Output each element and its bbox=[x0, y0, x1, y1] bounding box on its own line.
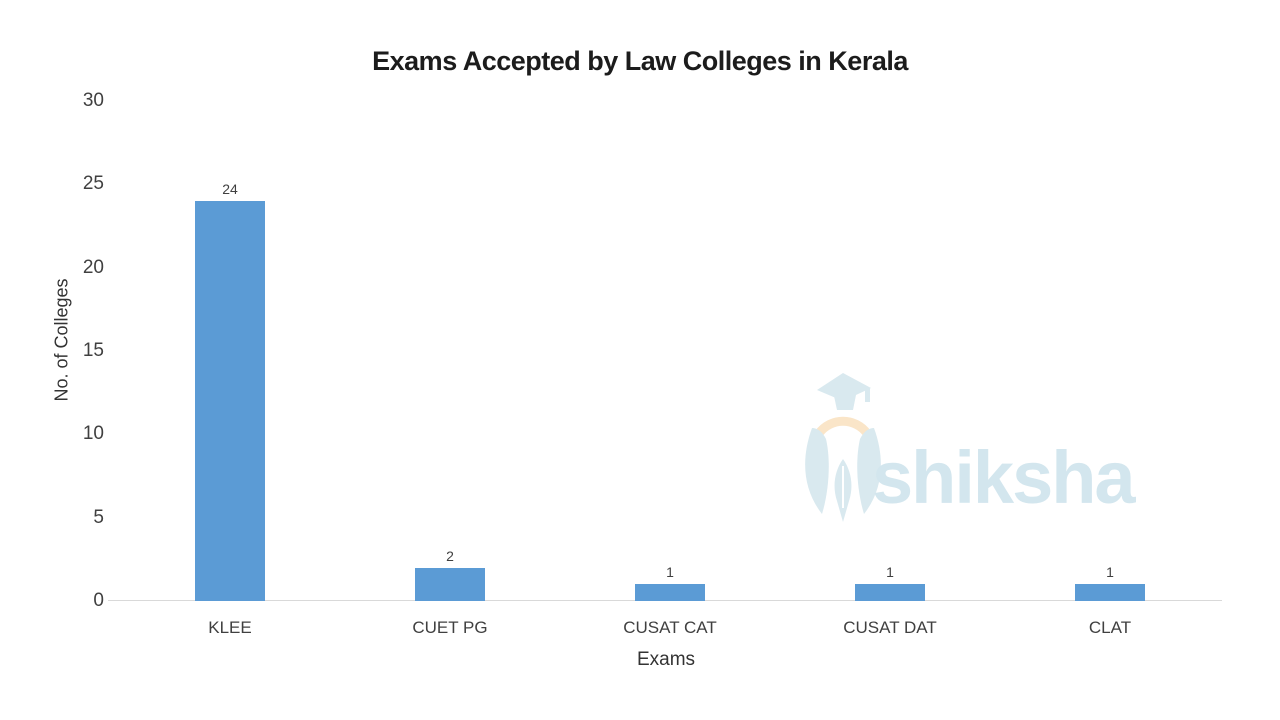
y-tick-label: 5 bbox=[93, 506, 104, 528]
watermark-brand-text: shiksha bbox=[872, 436, 1136, 519]
x-axis-title: Exams bbox=[636, 649, 696, 670]
bar-cusat-dat bbox=[855, 584, 925, 601]
bar-value-label: 1 bbox=[666, 564, 674, 581]
bar-cusat-cat bbox=[635, 584, 705, 601]
bar-value-label: 2 bbox=[446, 547, 454, 564]
x-tick-label: CUSAT CAT bbox=[623, 618, 717, 637]
shiksha-logo-icon bbox=[805, 373, 881, 522]
y-tick-label: 30 bbox=[82, 90, 104, 111]
bar-cuet-pg bbox=[415, 567, 485, 601]
bar-clat bbox=[1075, 584, 1145, 601]
bar-value-label: 24 bbox=[222, 181, 238, 197]
x-tick-label: CLAT bbox=[1088, 618, 1132, 637]
bar-klee bbox=[195, 201, 265, 601]
bar-value-label: 1 bbox=[1106, 564, 1114, 581]
x-tick-label: CUSAT DAT bbox=[843, 618, 937, 637]
y-tick-label: 25 bbox=[82, 173, 104, 195]
chart-title: Exams Accepted by Law Colleges in Kerala bbox=[372, 46, 908, 76]
y-tick-label: 0 bbox=[93, 590, 104, 611]
y-tick-label: 10 bbox=[82, 423, 104, 445]
x-tick-label: KLEE bbox=[208, 618, 252, 637]
y-tick-label: 20 bbox=[82, 256, 104, 278]
y-tick-label: 15 bbox=[82, 340, 104, 361]
bar-value-label: 1 bbox=[886, 564, 894, 581]
x-tick-label: CUET PG bbox=[412, 618, 488, 637]
y-axis-title: No. of Colleges bbox=[51, 278, 72, 402]
